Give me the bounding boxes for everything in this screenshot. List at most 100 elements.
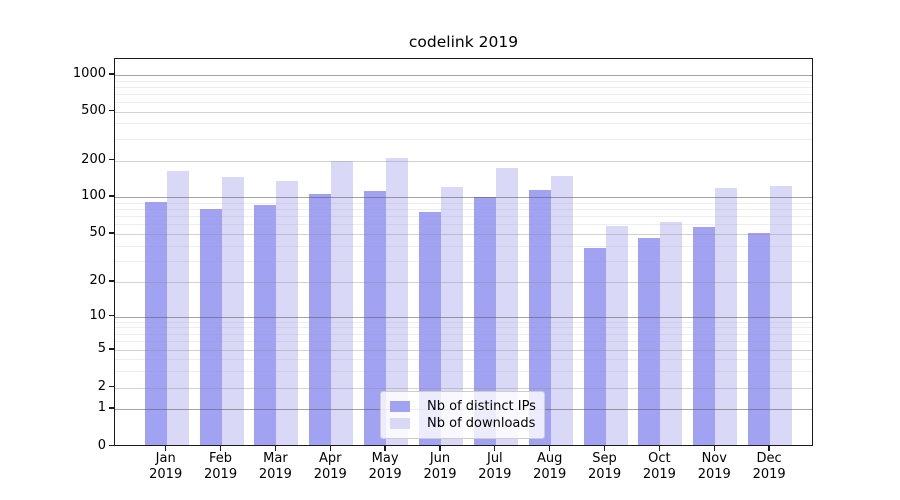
bar-distinct-ips-feb: [199, 209, 222, 445]
y-tick-label-10: 10: [89, 307, 106, 323]
x-tick-5: [384, 446, 386, 451]
gridline-3: [115, 370, 812, 372]
gridline-4: [115, 359, 812, 361]
y-tick-50: [109, 232, 114, 234]
bar-downloads-oct: [660, 221, 683, 445]
y-tick-label-0: 0: [97, 437, 106, 453]
x-tick-label-jan: Jan 2019: [149, 451, 183, 482]
bar-distinct-ips-jul: [473, 197, 496, 445]
y-tick-label-100: 100: [81, 188, 106, 203]
legend-label-downloads: Nb of downloads: [427, 416, 536, 431]
gridline-1000: [115, 75, 812, 77]
y-tick-500: [109, 109, 114, 112]
y-tick-label-1000: 1000: [72, 66, 106, 81]
x-tick-3: [274, 446, 277, 451]
gridline-90: [115, 202, 812, 204]
gridline-900: [115, 80, 812, 82]
bar-downloads-feb: [221, 176, 244, 445]
gridline-9: [115, 321, 812, 323]
gridline-500: [115, 111, 812, 113]
bar-downloads-nov: [715, 187, 738, 445]
gridline-600: [115, 101, 812, 103]
bar-distinct-ips-nov: [693, 227, 716, 445]
legend-label-distinct-ips: Nb of distinct IPs: [427, 399, 536, 414]
y-tick-label-200: 200: [81, 151, 106, 167]
x-tick-10: [658, 446, 661, 451]
x-tick-9: [603, 446, 606, 451]
x-tick-label-jul: Jul 2019: [478, 451, 512, 482]
y-tick-1: [109, 407, 114, 409]
bar-downloads-aug: [550, 175, 573, 445]
x-tick-1: [165, 446, 167, 451]
bar-downloads-sep: [605, 226, 628, 445]
y-tick-label-2: 2: [97, 378, 106, 394]
gridline-80: [115, 208, 812, 210]
x-tick-label-dec: Dec 2019: [752, 451, 786, 482]
bar-distinct-ips-oct: [638, 238, 661, 445]
legend-item-distinct-ips: Nb of distinct IPs: [390, 398, 536, 415]
gridline-100: [115, 197, 812, 199]
x-tick-label-apr: Apr 2019: [313, 451, 347, 482]
x-tick-12: [768, 446, 770, 451]
x-tick-8: [549, 446, 551, 451]
y-tick-label-500: 500: [81, 102, 106, 118]
gridline-5: [115, 350, 812, 351]
bar-downloads-jan: [166, 171, 189, 445]
gridline-700: [115, 93, 812, 95]
bar-distinct-ips-mar: [254, 204, 277, 445]
x-tick-label-aug: Aug 2019: [533, 451, 567, 482]
legend-swatch-downloads: [390, 418, 410, 429]
bar-distinct-ips-apr: [309, 193, 332, 445]
x-tick-11: [713, 446, 715, 451]
gridline-10: [115, 316, 812, 318]
x-tick-label-nov: Nov 2019: [697, 451, 731, 482]
gridline-2: [115, 387, 812, 389]
x-tick-label-sep: Sep 2019: [588, 451, 622, 482]
bar-distinct-ips-dec: [748, 232, 771, 445]
bar-downloads-may: [386, 157, 409, 445]
gridline-30: [115, 260, 812, 262]
gridline-7: [115, 333, 812, 335]
gridline-70: [115, 216, 812, 218]
x-tick-6: [439, 446, 441, 451]
bar-downloads-apr: [331, 161, 354, 445]
y-tick-1000: [109, 73, 114, 75]
y-tick-label-50: 50: [89, 225, 106, 240]
x-tick-7: [494, 446, 496, 451]
y-tick-200: [109, 158, 114, 161]
x-tick-label-mar: Mar 2019: [258, 451, 292, 482]
y-tick-2: [109, 385, 114, 388]
bar-distinct-ips-sep: [583, 248, 606, 445]
gridline-300: [115, 138, 812, 140]
x-tick-label-oct: Oct 2019: [642, 451, 676, 482]
gridline-800: [115, 86, 812, 88]
gridline-8: [115, 327, 812, 329]
bar-distinct-ips-may: [364, 191, 387, 445]
x-tick-label-jun: Jun 2019: [423, 451, 457, 482]
x-tick-label-feb: Feb 2019: [204, 451, 238, 482]
gridline-200: [115, 160, 812, 162]
chart-title: codelink 2019: [408, 33, 519, 51]
x-tick-2: [219, 446, 222, 451]
y-tick-0: [109, 444, 114, 447]
legend-item-downloads: Nb of downloads: [390, 415, 536, 432]
y-tick-5: [109, 348, 114, 350]
gridline-400: [115, 123, 812, 125]
gridline-20: [115, 282, 812, 283]
bar-distinct-ips-jan: [144, 201, 167, 445]
gridline-50: [115, 234, 812, 235]
x-tick-label-may: May 2019: [368, 451, 402, 482]
bar-downloads-jul: [495, 168, 518, 445]
y-tick-20: [109, 280, 114, 282]
gridline-60: [115, 224, 812, 226]
y-tick-label-5: 5: [97, 341, 106, 356]
legend: Nb of distinct IPs Nb of downloads: [380, 391, 545, 439]
gridline-40: [115, 245, 812, 247]
gridline-6: [115, 341, 812, 343]
x-tick-4: [329, 446, 331, 451]
y-tick-label-20: 20: [89, 273, 106, 288]
bar-distinct-ips-jun: [418, 211, 441, 445]
y-tick-label-1: 1: [97, 400, 106, 415]
bar-downloads-dec: [770, 186, 793, 445]
